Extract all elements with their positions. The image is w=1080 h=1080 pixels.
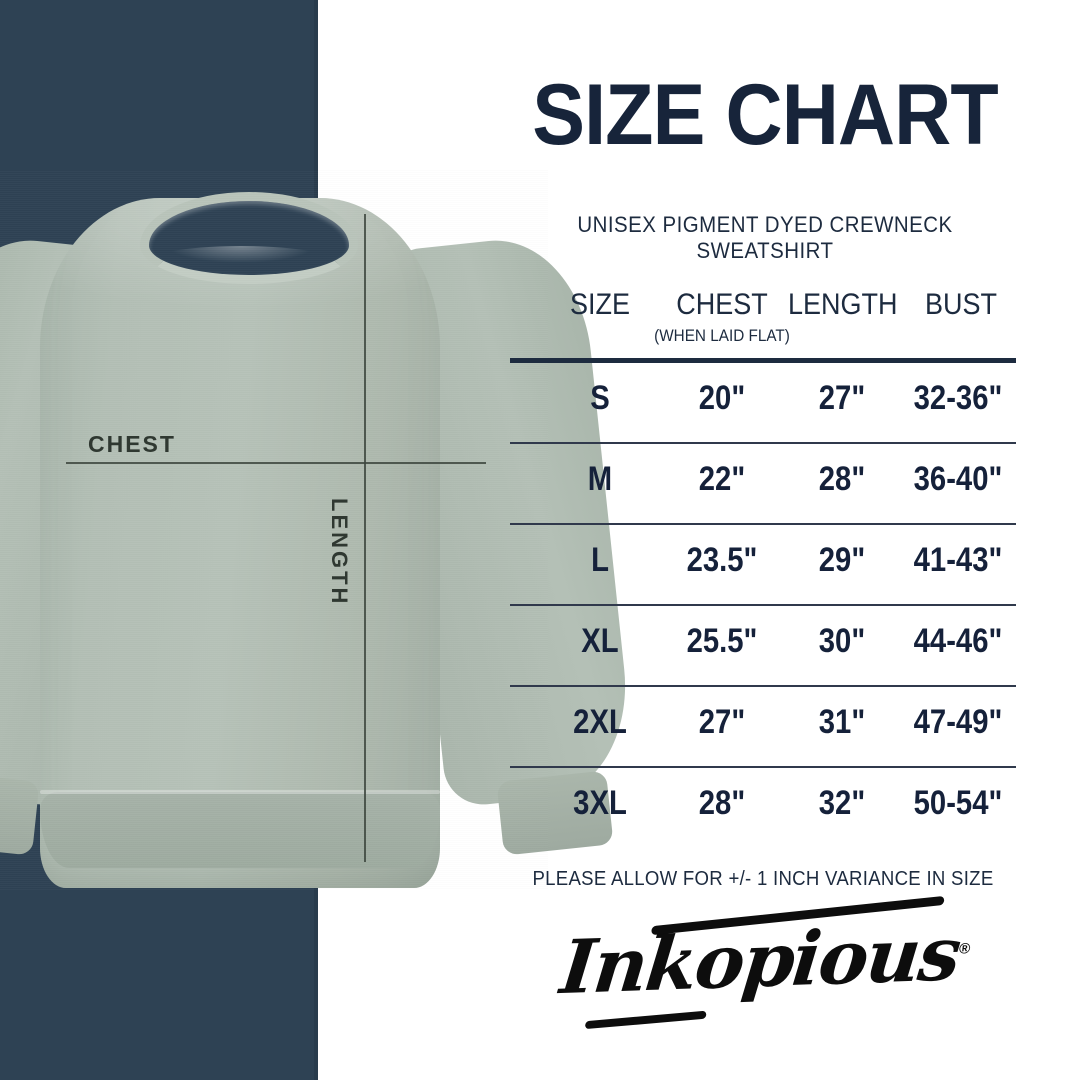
cell-size: S (590, 379, 610, 417)
cell-length: 32" (818, 784, 866, 822)
cell-size: 3XL (573, 784, 627, 822)
brand-name: Inkopious (556, 911, 963, 1012)
table-row: 2XL 27" 31" 47-49" (510, 687, 1020, 766)
chart-content: SIZE CHART UNISEX PIGMENT DYED CREWNECK … (510, 0, 1020, 1080)
cell-chest: 23.5" (686, 541, 758, 579)
collar-shadow (136, 246, 346, 286)
cell-size: 2XL (573, 703, 627, 741)
sweatshirt-body-shape (40, 198, 440, 888)
row-divider (510, 685, 1016, 687)
cell-bust: 50-54" (913, 784, 1003, 822)
length-measure-line (364, 214, 366, 862)
hem-seam-line (40, 790, 440, 794)
length-measure-label: LENGTH (327, 498, 352, 607)
cell-size: M (587, 460, 613, 498)
table-row: XL 25.5" 30" 44-46" (510, 606, 1020, 685)
table-row: L 23.5" 29" 41-43" (510, 525, 1020, 604)
cell-length: 28" (818, 460, 866, 498)
cell-length: 29" (818, 541, 866, 579)
variance-note: PLEASE ALLOW FOR +/- 1 INCH VARIANCE IN … (532, 868, 994, 890)
row-divider (510, 523, 1016, 525)
crewneck-collar (140, 192, 358, 284)
cell-bust: 36-40" (913, 460, 1003, 498)
row-divider (510, 442, 1016, 444)
brand-underline-stroke (584, 1010, 707, 1030)
cell-bust: 47-49" (913, 703, 1003, 741)
brand-logo: Inkopious® (530, 895, 1000, 1038)
column-header-length: LENGTH (788, 288, 898, 321)
column-header-bust: BUST (924, 288, 997, 321)
cell-chest: 22" (698, 460, 746, 498)
table-row: M 22" 28" 36-40" (510, 444, 1020, 523)
cell-bust: 44-46" (913, 622, 1003, 660)
cell-chest: 20" (698, 379, 746, 417)
size-table-header-row: SIZE CHEST LENGTH BUST (WHEN LAID FLAT) (510, 288, 1020, 358)
page-title: SIZE CHART (532, 67, 998, 163)
garment-illustration (0, 170, 637, 890)
row-divider (510, 766, 1016, 768)
row-divider (510, 604, 1016, 606)
table-row: 3XL 28" 32" 50-54" (510, 768, 1020, 847)
column-header-chest: CHEST (676, 288, 768, 321)
cuff-left (0, 770, 40, 856)
cell-chest: 25.5" (686, 622, 758, 660)
cell-length: 31" (818, 703, 866, 741)
registered-trademark-icon: ® (957, 940, 971, 958)
page-subtitle: UNISEX PIGMENT DYED CREWNECK SWEATSHIRT (577, 212, 953, 263)
cell-size: L (591, 541, 609, 579)
cell-chest: 27" (698, 703, 746, 741)
cell-bust: 32-36" (913, 379, 1003, 417)
crewneck-sweatshirt (0, 170, 637, 890)
column-header-size: SIZE (569, 288, 631, 321)
cell-chest: 28" (698, 784, 746, 822)
cell-bust: 41-43" (913, 541, 1003, 579)
chest-subnote: (WHEN LAID FLAT) (654, 326, 790, 345)
sweatshirt-hem-band (40, 792, 440, 868)
cell-size: XL (581, 622, 619, 660)
size-table: SIZE CHEST LENGTH BUST (WHEN LAID FLAT) … (510, 288, 1020, 847)
brand-wordmark: Inkopious® (556, 895, 974, 1030)
chest-measure-label: CHEST (88, 431, 176, 457)
header-divider (510, 358, 1016, 363)
chest-measure-line (66, 462, 486, 464)
cell-length: 27" (818, 379, 866, 417)
cell-length: 30" (818, 622, 866, 660)
table-row: S 20" 27" 32-36" (510, 363, 1020, 442)
